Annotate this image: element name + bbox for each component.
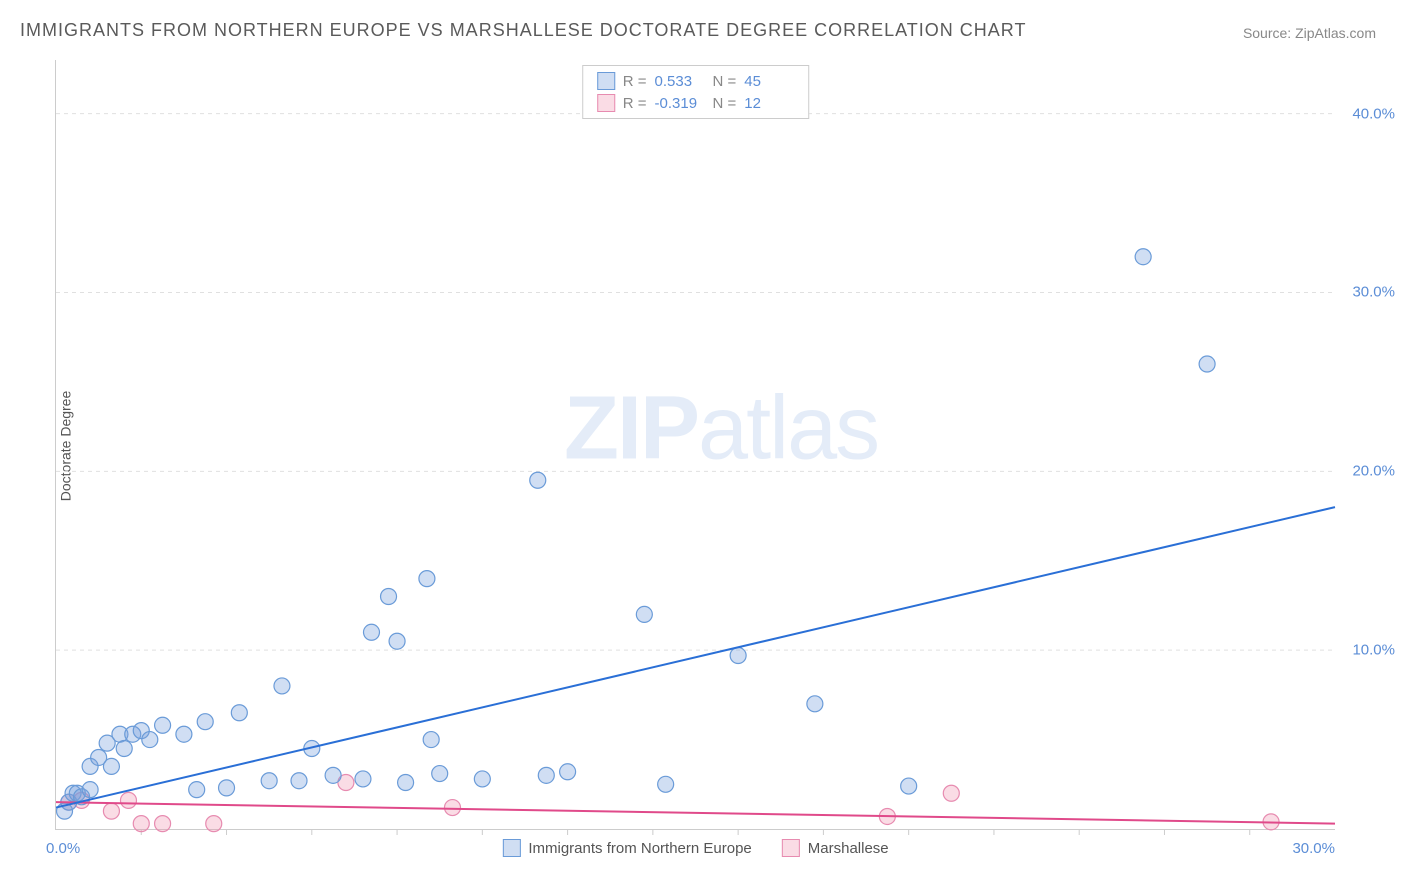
- legend-label-2: Marshallese: [808, 840, 889, 857]
- legend-swatch-icon: [782, 839, 800, 857]
- legend-swatch-2-icon: [597, 94, 615, 112]
- legend-row-series-1: R = 0.533 N = 45: [597, 70, 795, 92]
- legend-item-1: Immigrants from Northern Europe: [502, 839, 751, 857]
- y-tick-label: 40.0%: [1352, 105, 1395, 122]
- x-axis-max-label: 30.0%: [1292, 840, 1335, 857]
- r-value-2: -0.319: [655, 95, 705, 112]
- legend-swatch-icon: [502, 839, 520, 857]
- series-legend: Immigrants from Northern Europe Marshall…: [502, 839, 888, 857]
- n-value-2: 12: [744, 95, 794, 112]
- n-label: N =: [713, 73, 737, 90]
- r-label: R =: [623, 95, 647, 112]
- chart-svg: [56, 60, 1335, 829]
- r-value-1: 0.533: [655, 73, 705, 90]
- legend-label-1: Immigrants from Northern Europe: [528, 840, 751, 857]
- plot-area: ZIPatlas R = 0.533 N = 45 R = -0.319 N =…: [55, 60, 1335, 830]
- n-value-1: 45: [744, 73, 794, 90]
- r-label: R =: [623, 73, 647, 90]
- x-axis-min-label: 0.0%: [46, 840, 80, 857]
- legend-row-series-2: R = -0.319 N = 12: [597, 92, 795, 114]
- source-label: Source: ZipAtlas.com: [1243, 25, 1376, 41]
- chart-title: IMMIGRANTS FROM NORTHERN EUROPE VS MARSH…: [20, 20, 1026, 41]
- n-label: N =: [713, 95, 737, 112]
- y-tick-label: 30.0%: [1352, 284, 1395, 301]
- correlation-legend: R = 0.533 N = 45 R = -0.319 N = 12: [582, 65, 810, 119]
- y-tick-label: 20.0%: [1352, 463, 1395, 480]
- legend-swatch-1-icon: [597, 72, 615, 90]
- legend-item-2: Marshallese: [782, 839, 889, 857]
- y-tick-label: 10.0%: [1352, 642, 1395, 659]
